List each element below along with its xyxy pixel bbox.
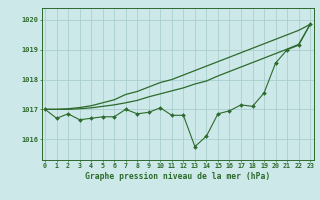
X-axis label: Graphe pression niveau de la mer (hPa): Graphe pression niveau de la mer (hPa) — [85, 172, 270, 181]
